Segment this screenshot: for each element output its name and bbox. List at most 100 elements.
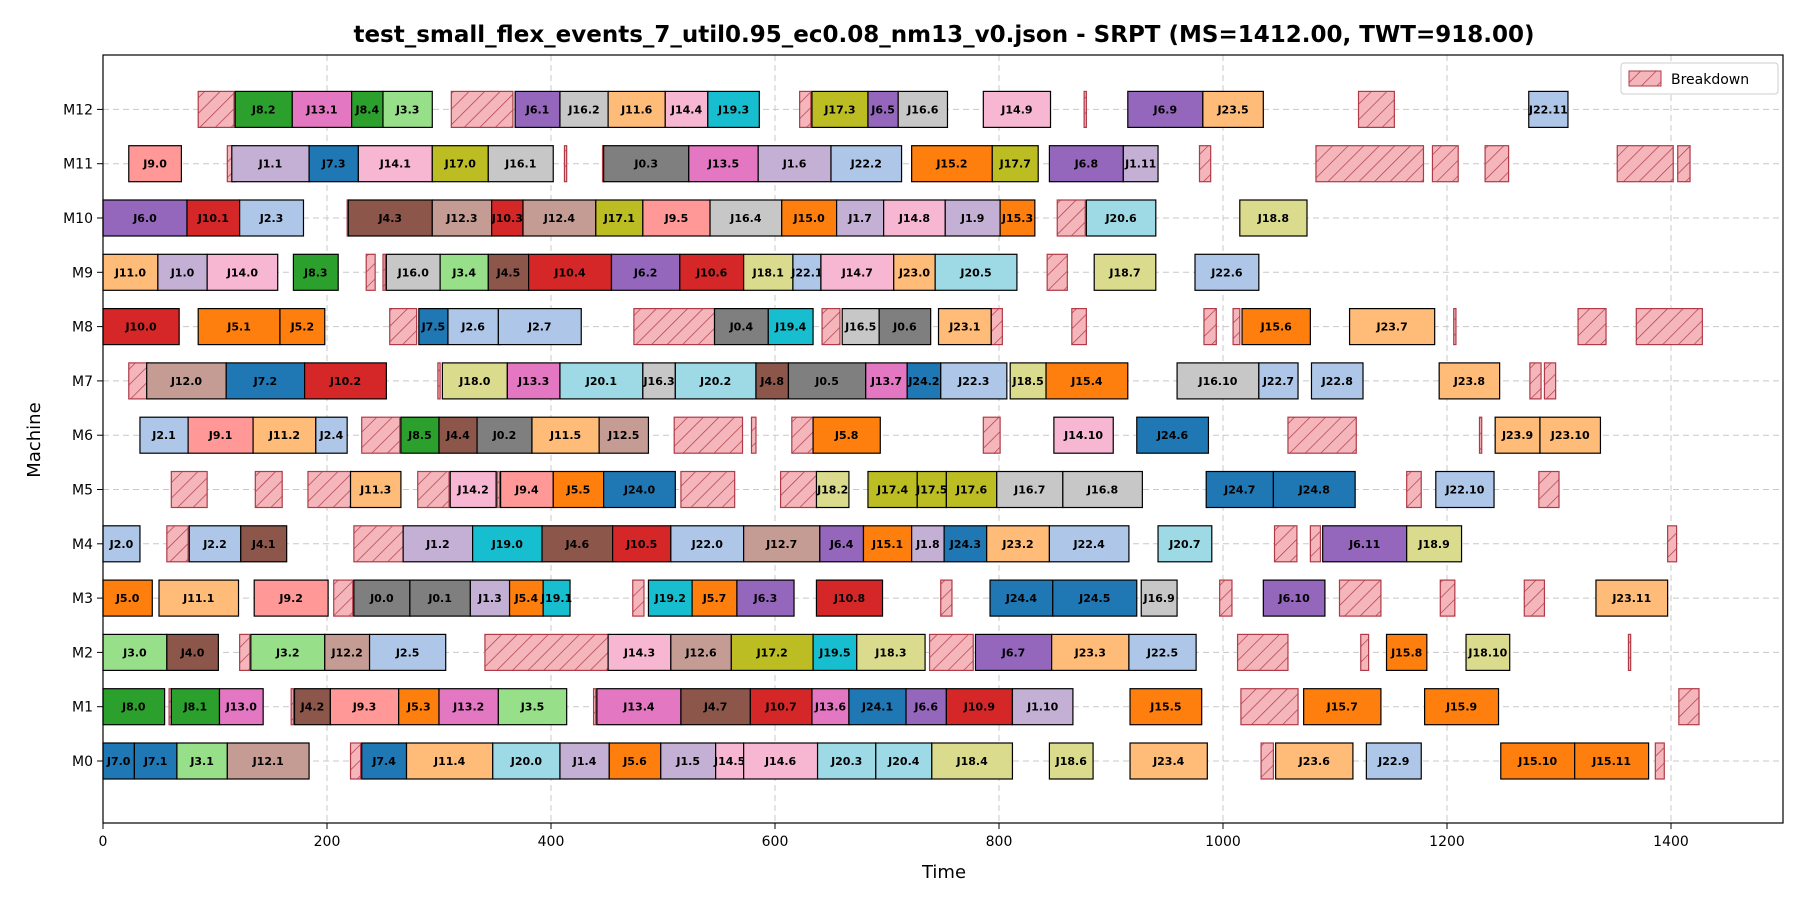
- task-bar: [743, 525, 821, 563]
- breakdown-bar: [990, 308, 1003, 346]
- breakdown-bar: [496, 470, 501, 509]
- task-label: J24.7: [1223, 484, 1255, 497]
- task-bar: [405, 742, 494, 780]
- task-label: J12.0: [170, 375, 203, 388]
- task-bar: [225, 362, 306, 400]
- task-bar: [438, 416, 478, 454]
- task-label: J2.3: [259, 212, 284, 225]
- task-label: J15.4: [1070, 375, 1103, 388]
- task-bar: [357, 145, 433, 183]
- breakdown-bar: [166, 525, 189, 563]
- task-bar: [218, 688, 264, 726]
- task-bar: [660, 742, 717, 780]
- task-label: J10.7: [765, 701, 797, 714]
- breakdown-bar: [1677, 145, 1691, 183]
- task-label: J14.1: [379, 158, 411, 171]
- task-label: J22.4: [1073, 538, 1106, 551]
- task-label: J6.3: [753, 592, 778, 605]
- task-label: J14.6: [764, 755, 797, 768]
- task-label: J1.8: [915, 538, 940, 551]
- task-label: J18.0: [458, 375, 491, 388]
- y-tick-label: M12: [63, 102, 93, 118]
- task-label: J10.8: [833, 592, 865, 605]
- task-label: J0.4: [729, 321, 754, 334]
- task-label: J22.3: [957, 375, 989, 388]
- task-label: J14.8: [898, 212, 930, 225]
- breakdown-bar: [333, 579, 354, 617]
- task-label: J11.5: [549, 429, 581, 442]
- task-bar: [1048, 525, 1130, 563]
- task-label: J4.8: [759, 375, 784, 388]
- task-label: J9.5: [664, 212, 689, 225]
- task-bar: [1275, 742, 1354, 780]
- task-label: J18.6: [1055, 755, 1088, 768]
- task-label: J10.1: [197, 212, 229, 225]
- task-bar: [1365, 742, 1422, 780]
- task-label: J15.9: [1445, 701, 1477, 714]
- task-label: J6.5: [870, 103, 895, 116]
- task-bar: [491, 199, 524, 237]
- task-bar: [472, 525, 543, 563]
- breakdown-bar: [1431, 145, 1459, 183]
- task-bar: [812, 633, 858, 672]
- task-label: J8.1: [183, 701, 208, 714]
- task-label: J6.7: [1001, 646, 1026, 659]
- task-label: J14.0: [226, 266, 259, 279]
- task-label: J17.6: [955, 484, 988, 497]
- breakdown-bar: [1198, 145, 1212, 183]
- task-label: J23.10: [1550, 429, 1590, 442]
- task-bar: [736, 579, 795, 617]
- task-bar: [707, 90, 760, 129]
- task-label: J15.7: [1326, 701, 1358, 714]
- task-bar: [1127, 90, 1204, 129]
- task-label: J22.6: [1210, 266, 1243, 279]
- breakdown-bar: [1667, 525, 1678, 563]
- task-label: J3.1: [189, 755, 214, 768]
- task-bar: [102, 308, 180, 346]
- task-bar: [522, 199, 597, 237]
- task-label: J16.1: [504, 158, 536, 171]
- task-label: J24.3: [949, 538, 981, 551]
- task-label: J6.11: [1348, 538, 1380, 551]
- task-label: J23.4: [1152, 755, 1185, 768]
- task-label: J17.3: [823, 103, 855, 116]
- task-label: J2.1: [151, 429, 176, 442]
- task-label: J9.1: [208, 429, 233, 442]
- y-tick-label: M9: [72, 265, 93, 281]
- task-bar: [878, 308, 932, 346]
- task-bar: [1258, 362, 1299, 400]
- task-label: J5.4: [514, 592, 539, 605]
- task-bar: [146, 362, 227, 400]
- task-bar: [607, 633, 672, 672]
- task-label: J6.6: [913, 701, 938, 714]
- task-label: J5.8: [834, 429, 859, 442]
- task-label: J5.1: [226, 321, 251, 334]
- task-label: J12.2: [331, 646, 363, 659]
- task-label: J22.11: [1528, 103, 1568, 116]
- breakdown-bar: [1056, 199, 1086, 237]
- breakdown-bar: [1338, 579, 1382, 617]
- task-bar: [1272, 470, 1356, 509]
- task-label: J15.11: [1591, 755, 1631, 768]
- breakdown-bar: [1538, 470, 1560, 509]
- breakdown-bar: [1360, 633, 1370, 672]
- breakdown-bar: [197, 90, 235, 129]
- task-bar: [292, 253, 339, 291]
- task-label: J24.4: [1005, 592, 1038, 605]
- breakdown-bar: [1219, 579, 1233, 617]
- task-bar: [897, 90, 949, 129]
- task-bar: [1136, 416, 1210, 454]
- task-label: J19.0: [491, 538, 524, 551]
- task-label: J0.3: [633, 158, 658, 171]
- breakdown-bar: [1240, 688, 1299, 726]
- breakdown-bar: [1439, 579, 1456, 617]
- task-bar: [986, 525, 1050, 563]
- task-bar: [308, 145, 359, 183]
- task-label: J5.7: [702, 592, 727, 605]
- y-tick-label: M10: [63, 211, 93, 227]
- task-bar: [1011, 688, 1074, 726]
- task-label: J19.4: [774, 321, 807, 334]
- legend-breakdown-swatch: [1628, 70, 1662, 87]
- breakdown-bar: [750, 416, 757, 454]
- breakdown-bar: [437, 362, 441, 400]
